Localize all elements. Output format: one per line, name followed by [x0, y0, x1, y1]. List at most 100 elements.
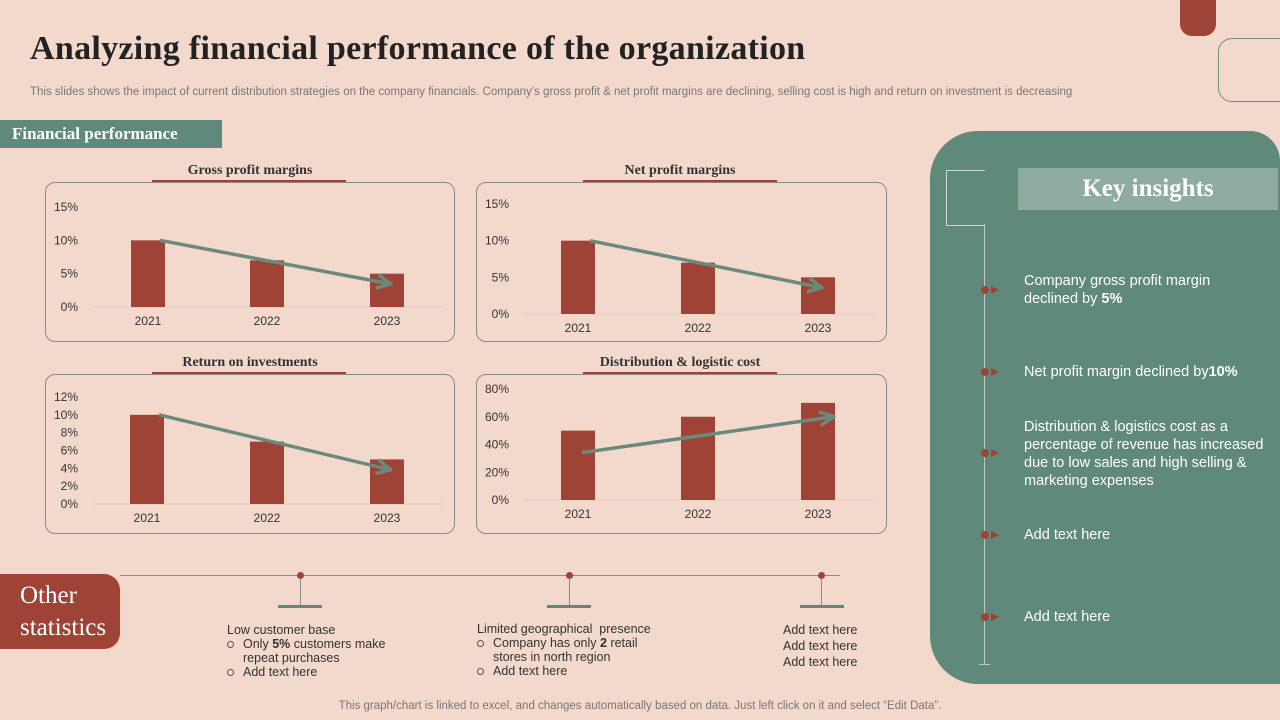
- y-tick-label: 10%: [54, 408, 78, 422]
- y-tick-label: 5%: [61, 267, 79, 281]
- y-tick-label: 20%: [485, 465, 509, 479]
- insight-item-5: Add text here: [1024, 609, 1111, 625]
- gross-profit-chart: 0% 5% 10% 15% 2021 2022 2023: [54, 200, 442, 328]
- trend-arrow: [589, 238, 820, 288]
- y-tick-label: 40%: [485, 438, 509, 452]
- bar-2021: [561, 430, 595, 500]
- roi-chart: 0% 2% 4% 6% 8% 10% 12% 2021 2022 2023: [54, 390, 442, 525]
- y-tick-label: 5%: [492, 270, 510, 284]
- distribution-cost-chart: 0% 20% 40% 60% 80% 2021 2022 2023: [485, 382, 873, 521]
- y-tick-label: 0%: [492, 493, 510, 507]
- stat-bullet: Add text here: [227, 665, 402, 679]
- statistics-divider-line: [120, 575, 840, 576]
- stat-column-add-text: Add text here Add text here Add text her…: [783, 622, 893, 670]
- bar-2021: [131, 240, 165, 307]
- insight-item-1: Company gross profit margin declined by …: [1024, 273, 1211, 307]
- stat-stem: [821, 578, 822, 606]
- x-tick-label: 2023: [805, 321, 832, 335]
- stat-line: Add text here: [783, 623, 858, 637]
- chart-title-gross-profit: Gross profit margins: [187, 163, 313, 178]
- chart-underline: [583, 180, 777, 182]
- stat-dot: [818, 572, 825, 579]
- y-tick-label: 6%: [61, 444, 79, 458]
- chart-underline: [152, 180, 346, 182]
- key-insights-timeline-end: [979, 664, 990, 665]
- insight-item-3: Distribution & logistics cost as a perce…: [1024, 419, 1264, 489]
- stat-column-customer-base: Low customer base Only 5% customers make…: [227, 623, 402, 679]
- stat-bullet: Add text here: [477, 664, 662, 678]
- trend-arrow: [581, 417, 832, 455]
- y-tick-label: 2%: [61, 479, 79, 493]
- x-tick-label: 2021: [134, 511, 161, 525]
- stat-heading: Limited geographical presence: [477, 622, 651, 636]
- chart-frame-net-profit: [476, 182, 887, 342]
- bar-2022: [681, 416, 715, 500]
- y-tick-label: 15%: [485, 197, 509, 211]
- x-tick-label: 2021: [135, 314, 162, 328]
- insight-marker-icon: [981, 531, 999, 539]
- bar-2022: [250, 260, 284, 307]
- chart-title-distribution: Distribution & logistic cost: [599, 355, 761, 370]
- y-tick-label: 12%: [54, 390, 78, 404]
- chart-underline: [152, 372, 346, 374]
- x-tick-label: 2022: [254, 314, 281, 328]
- stat-heading: Low customer base: [227, 623, 336, 637]
- stat-bullet: Company has only 2 retail stores in nort…: [477, 636, 662, 664]
- insight-marker-icon: [981, 449, 999, 457]
- x-tick-label: 2023: [374, 511, 401, 525]
- stat-line: Add text here: [783, 655, 858, 669]
- page-subtitle: This slides shows the impact of current …: [30, 86, 1073, 98]
- key-insights-timeline: [984, 224, 985, 664]
- stat-stem: [569, 578, 570, 606]
- chart-frame-distribution: [476, 374, 887, 534]
- footer-note: This graph/chart is linked to excel, and…: [338, 700, 942, 712]
- y-tick-label: 10%: [485, 234, 509, 248]
- x-tick-label: 2023: [374, 314, 401, 328]
- corner-decoration-red: [1180, 0, 1216, 36]
- stat-stem: [300, 578, 301, 606]
- bar-2023: [370, 273, 404, 307]
- stat-dot: [297, 572, 304, 579]
- x-tick-label: 2022: [254, 511, 281, 525]
- stat-column-geographical-presence: Limited geographical presence Company ha…: [477, 622, 662, 678]
- y-tick-label: 15%: [54, 200, 78, 214]
- bar-2022: [681, 262, 715, 314]
- x-tick-label: 2022: [685, 507, 712, 521]
- stat-base: [278, 605, 322, 608]
- bar-2021: [561, 240, 595, 314]
- x-tick-label: 2021: [565, 321, 592, 335]
- stat-base: [547, 605, 591, 608]
- insight-marker-icon: [981, 286, 999, 294]
- other-statistics-line2: statistics: [20, 614, 107, 641]
- insight-item-2: Net profit margin declined by10%: [1024, 364, 1238, 380]
- y-tick-label: 0%: [61, 300, 79, 314]
- other-statistics-line1: Other: [20, 582, 77, 609]
- insight-marker-icon: [981, 613, 999, 621]
- bar-2021: [130, 414, 164, 504]
- insight-item-4: Add text here: [1024, 527, 1111, 543]
- other-statistics-label: Other statistics: [0, 574, 120, 649]
- chart-title-net-profit: Net profit margins: [624, 163, 736, 178]
- y-tick-label: 80%: [485, 382, 509, 396]
- page-title: Analyzing financial performance of the o…: [30, 30, 806, 67]
- chart-frame-gross-profit: [45, 182, 455, 342]
- financial-performance-label: Financial performance: [0, 120, 222, 148]
- key-insights-outline: [946, 170, 985, 226]
- y-tick-label: 0%: [492, 307, 510, 321]
- y-tick-label: 4%: [61, 461, 79, 475]
- key-insights-title: Key insights: [1018, 168, 1278, 210]
- stat-base: [800, 605, 844, 608]
- corner-decoration-outline: [1218, 38, 1280, 102]
- y-tick-label: 60%: [485, 410, 509, 424]
- stat-dot: [566, 572, 573, 579]
- y-tick-label: 10%: [54, 233, 78, 247]
- stat-line: Add text here: [783, 639, 858, 653]
- insight-marker-icon: [981, 368, 999, 376]
- y-tick-label: 0%: [61, 497, 79, 511]
- y-tick-label: 8%: [61, 426, 79, 440]
- stat-bullet: Only 5% customers make repeat purchases: [227, 637, 402, 665]
- trend-arrow: [158, 413, 389, 470]
- x-tick-label: 2021: [565, 507, 592, 521]
- chart-frame-roi: [45, 374, 455, 534]
- chart-underline: [583, 372, 777, 374]
